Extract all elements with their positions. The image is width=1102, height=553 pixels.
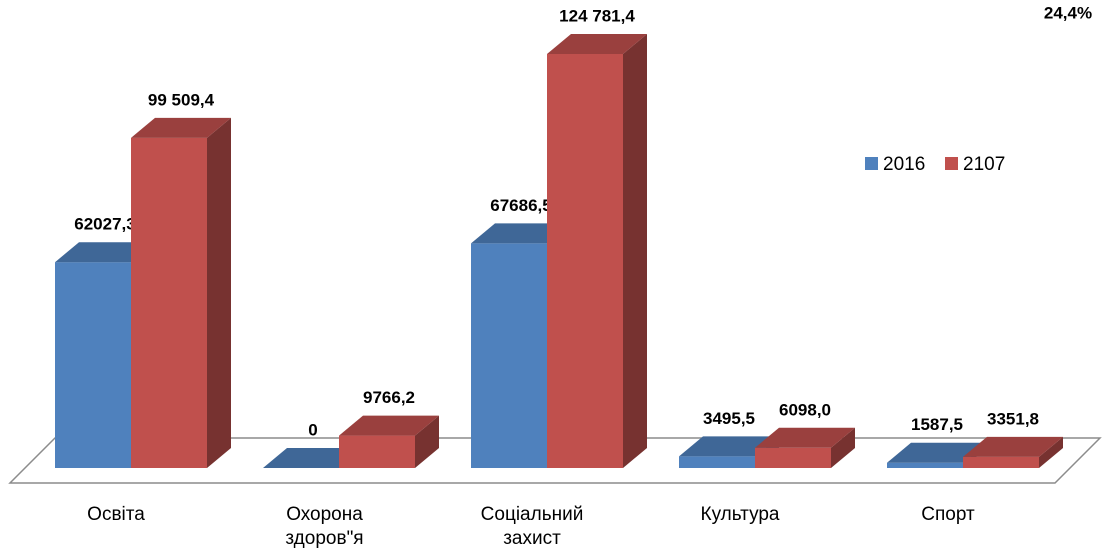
- data-label: 3351,8: [987, 409, 1039, 428]
- bar-top: [339, 415, 439, 436]
- bar-top: [471, 223, 571, 244]
- legend-swatch: [865, 157, 878, 170]
- bar: [547, 54, 623, 468]
- category-label: Спорт: [921, 504, 975, 525]
- bar: [339, 435, 415, 468]
- bar: [679, 456, 755, 468]
- bar-top: [679, 436, 779, 457]
- bar-top: [547, 34, 647, 54]
- annotation: 24,4%: [1044, 3, 1092, 22]
- bar-side: [1039, 436, 1063, 468]
- bar: [963, 456, 1039, 468]
- category-label: Охорона здоров"я: [285, 504, 364, 549]
- data-label: 6098,0: [779, 400, 831, 419]
- bar-top: [755, 427, 855, 448]
- bar-side: [831, 427, 855, 468]
- legend-label: 2107: [963, 154, 1005, 175]
- bar: [887, 462, 963, 468]
- bar-side: [415, 415, 439, 468]
- legend-swatch: [945, 157, 958, 170]
- bar-side: [623, 34, 647, 468]
- legend-label: 2016: [883, 154, 925, 175]
- bar-side: [207, 117, 231, 468]
- data-label: 99 509,4: [148, 90, 215, 109]
- bar-top: [963, 436, 1063, 457]
- data-label: 62027,3: [74, 215, 135, 234]
- data-label: 3495,5: [703, 409, 755, 428]
- bar-top: [131, 117, 231, 138]
- bar-top: [887, 442, 987, 463]
- data-label: 67686,5: [490, 196, 551, 215]
- bar: [755, 447, 831, 468]
- bar: [471, 243, 547, 468]
- bar-top: [55, 242, 155, 263]
- category-label: Культура: [700, 504, 780, 525]
- category-label: Освіта: [87, 504, 145, 525]
- bar-top: [263, 448, 363, 468]
- data-label: 9766,2: [363, 388, 415, 407]
- category-label: Соціальний захист: [480, 504, 584, 549]
- data-label: 1587,5: [911, 415, 963, 434]
- bar: [131, 137, 207, 468]
- bar: [55, 262, 131, 468]
- data-label: 0: [308, 420, 317, 439]
- data-label: 124 781,4: [559, 6, 635, 25]
